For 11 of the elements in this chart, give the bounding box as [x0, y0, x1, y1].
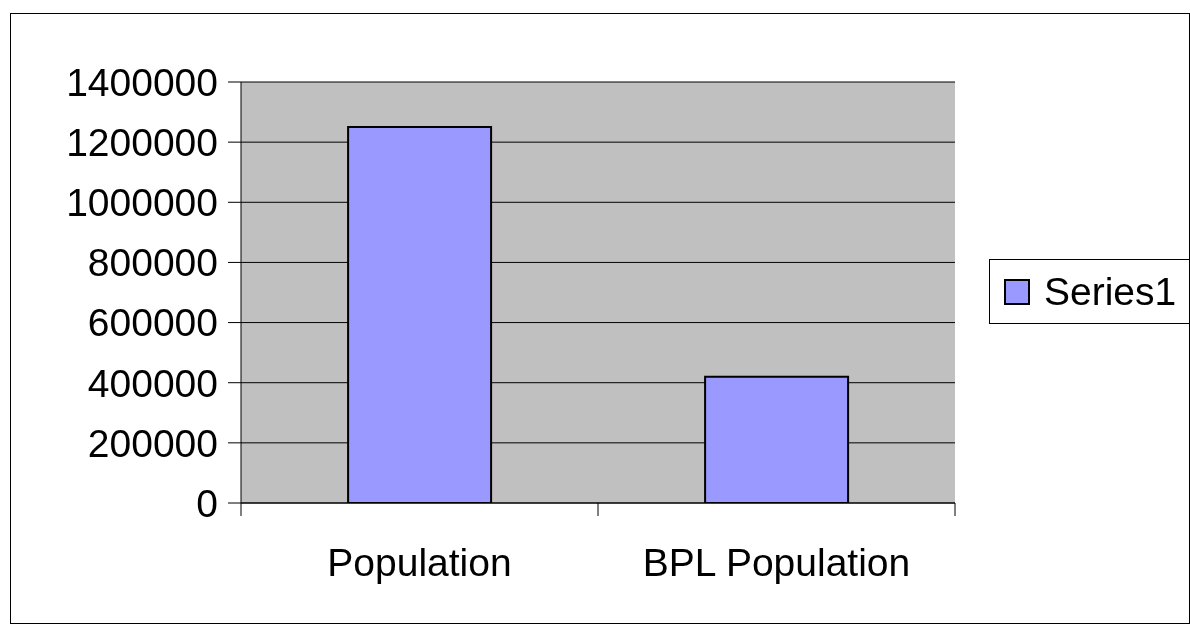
y-tick-label: 0: [196, 481, 218, 525]
y-tick-label: 400000: [87, 361, 218, 405]
x-tick-label: Population: [327, 540, 512, 584]
legend-label: Series1: [1044, 270, 1177, 313]
x-tick-label: BPL Population: [642, 540, 911, 584]
y-tick-label: 1200000: [66, 120, 218, 164]
y-tick-label: 1000000: [66, 181, 218, 225]
y-tick-label: 600000: [87, 301, 218, 345]
y-tick-label: 800000: [87, 241, 218, 285]
y-tick-label: 1400000: [66, 60, 218, 104]
y-tick-label: 200000: [87, 421, 218, 465]
